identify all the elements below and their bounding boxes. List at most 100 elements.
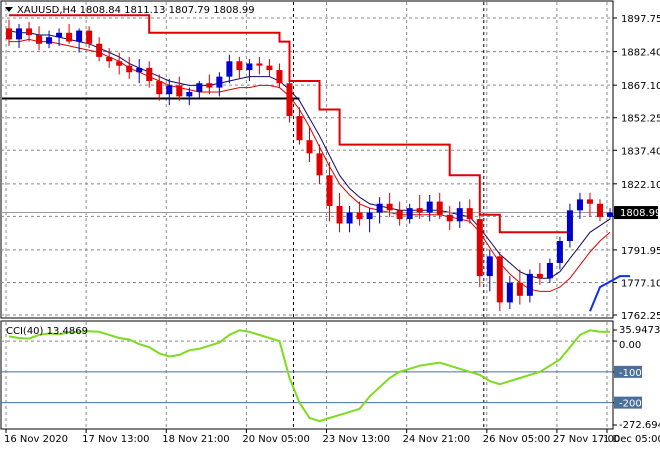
candle[interactable] [376, 197, 383, 224]
candle[interactable] [196, 81, 203, 99]
candle[interactable] [386, 192, 393, 217]
candle[interactable] [36, 26, 43, 51]
candle[interactable] [86, 26, 93, 49]
candle[interactable] [506, 276, 513, 309]
candle[interactable] [486, 249, 493, 292]
candle[interactable] [26, 21, 33, 42]
candle[interactable] [426, 194, 433, 222]
candle[interactable] [116, 52, 123, 75]
candle[interactable] [46, 30, 53, 49]
candle[interactable] [136, 59, 143, 84]
candle-body [486, 256, 493, 277]
candle[interactable] [566, 203, 573, 248]
candle[interactable] [516, 269, 523, 305]
candle[interactable] [176, 76, 183, 101]
candle[interactable] [536, 262, 543, 285]
candle[interactable] [166, 78, 173, 106]
candle-body [196, 83, 203, 92]
candle-body [276, 70, 283, 84]
cci-tick-label: -272.694 [619, 420, 660, 431]
candle-body [546, 262, 553, 279]
candle[interactable] [586, 192, 593, 217]
candle[interactable] [226, 54, 233, 84]
candle[interactable] [126, 56, 133, 79]
candle[interactable] [456, 201, 463, 228]
candle[interactable] [476, 210, 483, 288]
candle[interactable] [366, 208, 373, 233]
candle-body [46, 37, 53, 44]
candle[interactable] [356, 201, 363, 226]
time-tick-label: 24 Nov 21:00 [403, 434, 470, 445]
candles[interactable] [6, 19, 614, 312]
candle[interactable] [66, 24, 73, 44]
candle[interactable] [276, 63, 283, 88]
candle[interactable] [96, 37, 103, 62]
candle[interactable] [416, 194, 423, 220]
candle[interactable] [346, 205, 353, 233]
candle[interactable] [246, 59, 253, 82]
candle-body [286, 83, 293, 117]
price-tick-label: 1882.40 [621, 48, 660, 59]
current-price-tag [614, 206, 658, 220]
candle-body [186, 91, 193, 97]
candle-body [56, 32, 63, 38]
candle[interactable] [206, 74, 213, 95]
candle-body [416, 208, 423, 213]
candle-body [566, 210, 573, 242]
candle[interactable] [6, 19, 13, 46]
candle-body [536, 273, 543, 279]
candle[interactable] [16, 24, 23, 49]
candle[interactable] [546, 258, 553, 283]
candle[interactable] [406, 203, 413, 224]
candle-body [576, 199, 583, 211]
candle-body [146, 67, 153, 82]
candle-body [246, 63, 253, 71]
candle-body [206, 83, 213, 88]
candle[interactable] [216, 72, 223, 97]
candle[interactable] [146, 61, 153, 88]
cci-indicator-label: CCI(40) 13.4869 [6, 326, 88, 337]
candle[interactable] [576, 192, 583, 220]
candle-body [16, 28, 23, 40]
triangle-down-icon[interactable] [5, 7, 13, 12]
candle-body [336, 205, 343, 224]
candle[interactable] [446, 205, 453, 231]
candle[interactable] [336, 192, 343, 233]
price-tick-label: 1762.25 [621, 311, 660, 322]
candle[interactable] [526, 269, 533, 303]
candle-body [526, 273, 533, 296]
candle[interactable] [106, 48, 113, 68]
candle[interactable] [606, 208, 614, 220]
candle[interactable] [156, 74, 163, 101]
candle[interactable] [316, 144, 323, 185]
candle-body [516, 282, 523, 296]
candle[interactable] [296, 107, 303, 145]
candle[interactable] [436, 192, 443, 220]
cci-tick-label: 35.9473 [619, 325, 660, 336]
candle[interactable] [236, 56, 243, 79]
candle[interactable] [266, 59, 273, 77]
time-tick-label: 20 Nov 05:00 [242, 434, 309, 445]
time-tick-label: 1 Dec 05:00 [603, 434, 660, 445]
cci-levels: -100 -200 [1, 340, 642, 410]
candle[interactable] [496, 251, 503, 312]
candle[interactable] [186, 87, 193, 106]
candle[interactable] [256, 56, 263, 75]
cci-level-tag-bg [614, 365, 642, 378]
candle[interactable] [466, 199, 473, 224]
candle[interactable] [596, 199, 603, 222]
candle[interactable] [556, 236, 563, 270]
candle[interactable] [76, 28, 83, 53]
cci-axis: 35.9473 0.00 -272.694 [613, 325, 660, 431]
candle[interactable] [286, 78, 293, 123]
price-tick-label: 1852.25 [621, 114, 660, 125]
candle[interactable] [396, 201, 403, 226]
candle[interactable] [56, 28, 63, 46]
candle[interactable] [326, 162, 333, 222]
candle-body [266, 65, 273, 71]
candle-body [296, 116, 303, 141]
candle[interactable] [306, 127, 313, 163]
candle-body [116, 61, 123, 66]
price-tick-label: 1837.40 [621, 146, 660, 157]
